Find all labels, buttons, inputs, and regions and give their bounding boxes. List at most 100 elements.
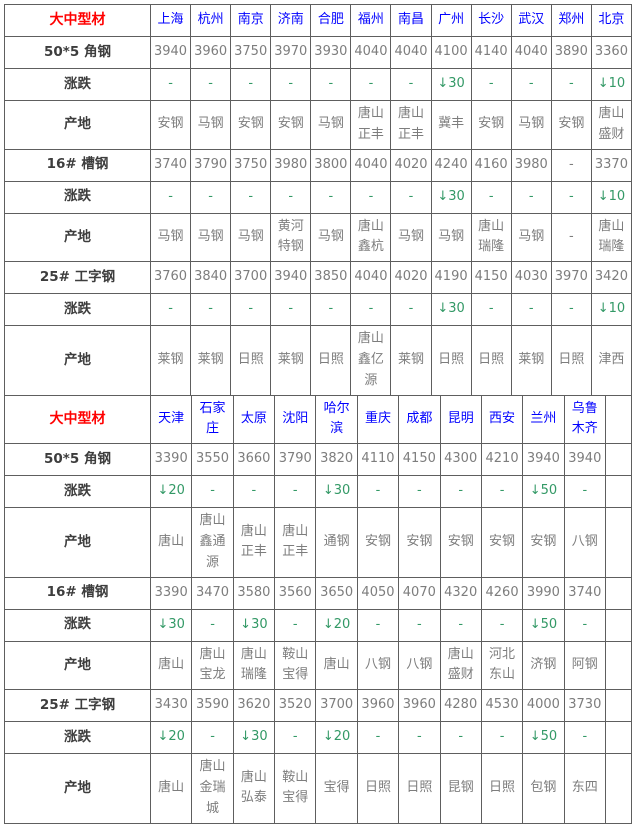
origin-cell: 马钢 (390, 212, 432, 263)
section-title: 大中型材 (4, 394, 151, 445)
city-header-cell: 郑州 (550, 4, 592, 37)
change-cell: ↓10 (590, 68, 633, 101)
change-cell: - (480, 608, 524, 642)
change-row: 涨跌 - - - - - - - ↓30- - - ↓10 (4, 68, 633, 101)
origin-cell: 鞍山宝得 (274, 753, 317, 824)
origin-cell: 安钢 (398, 507, 441, 578)
origin-cell (605, 507, 632, 578)
change-cell (605, 475, 632, 509)
price-cell: 3960 (356, 689, 400, 723)
change-cell: - (356, 475, 400, 509)
city-header-cell (605, 394, 632, 445)
row-label-cell: 50*5 角钢 (4, 443, 151, 477)
price-cell: 3620 (232, 689, 276, 723)
origin-cell: 宝得 (315, 753, 358, 824)
change-cell: ↓20 (149, 721, 193, 755)
price-cell: 4210 (480, 443, 524, 477)
change-cell: ↓50 (522, 608, 565, 642)
origin-row: 产地 唐山 唐山金瑞城 唐山弘泰 鞍山宝得 宝得 日照 日照 昆钢 日照 包钢 东四 (4, 753, 632, 824)
origin-cell: 东四 (563, 753, 607, 824)
price-cell: 3960 (398, 689, 441, 723)
origin-cell: 莱钢 (149, 325, 192, 396)
price-cell: 3800 (310, 148, 352, 182)
price-table-2-body: 大中型材 天津 石家庄 太原 沈阳 哈尔滨 重庆 成都 昆明 西安 兰州 乌鲁木齐 50*5 角钢 339… (4, 394, 632, 824)
city-header-cell: 杭州 (190, 4, 232, 37)
change-cell: ↓20 (315, 721, 358, 755)
origin-cell: 唐山 (149, 507, 193, 578)
city-header-cell: 福州 (350, 4, 392, 37)
city-header-cell: 南昌 (390, 4, 432, 37)
price-cell: 3740 (149, 148, 192, 182)
origin-cell: 河北东山 (480, 640, 524, 691)
change-cell: - (191, 608, 234, 642)
origin-cell: 唐山 (149, 753, 193, 824)
origin-cell: 八钢 (563, 507, 607, 578)
change-row: 涨跌 - - - - - - - ↓30- - - ↓10 (4, 180, 633, 214)
price-cell: 3960 (190, 36, 232, 69)
row-label-cell: 涨跌 (4, 180, 151, 214)
change-cell: - (270, 180, 312, 214)
origin-cell: 日照 (230, 325, 272, 396)
origin-cell: 马钢 (190, 212, 232, 263)
city-header-cell: 济南 (270, 4, 312, 37)
city-header-cell: 昆明 (439, 394, 482, 445)
origin-cell (605, 753, 632, 824)
city-header-cell: 成都 (398, 394, 441, 445)
change-cell: - (190, 180, 232, 214)
change-cell: - (398, 475, 441, 509)
price-cell: 3850 (310, 261, 352, 295)
origin-cell: 唐山瑞隆 (232, 640, 276, 691)
origin-cell: 安钢 (550, 100, 592, 150)
change-cell: ↓30 (430, 68, 472, 101)
change-cell: - (191, 475, 234, 509)
change-row: 涨跌 ↓20- ↓30- ↓20- - - - ↓50- (4, 721, 632, 755)
city-header-cell: 上海 (149, 4, 192, 37)
origin-cell: 马钢 (430, 212, 472, 263)
price-cell: 4040 (350, 148, 392, 182)
price-cell: 4150 (398, 443, 441, 477)
change-cell: - (274, 608, 317, 642)
row-label-cell: 产地 (4, 325, 151, 396)
change-cell: - (470, 180, 512, 214)
price-cell: 4300 (439, 443, 482, 477)
price-cell: 3970 (550, 261, 592, 295)
price-cell: 3790 (274, 443, 317, 477)
city-header-cell: 沈阳 (274, 394, 317, 445)
price-row: 50*5 角钢 3940 3960 3750 3970 3930 4040 4040 4100 4… (4, 36, 633, 69)
price-cell: 3760 (149, 261, 192, 295)
origin-cell: 莱钢 (510, 325, 552, 396)
origin-cell: 马钢 (510, 100, 552, 150)
origin-cell: 八钢 (356, 640, 400, 691)
row-label-cell: 涨跌 (4, 293, 151, 327)
change-cell: - (510, 68, 552, 101)
origin-cell: 马钢 (230, 212, 272, 263)
change-cell: ↓30 (315, 475, 358, 509)
change-cell: - (149, 68, 192, 101)
origin-row: 产地 马钢 马钢 马钢 黄河特钢 马钢 唐山鑫杭 马钢 马钢 唐山瑞隆 马钢 - 唐山瑞隆 (4, 212, 633, 263)
change-cell: ↓30 (430, 293, 472, 327)
change-cell: - (439, 475, 482, 509)
price-cell: 4050 (356, 576, 400, 610)
change-cell: - (439, 608, 482, 642)
origin-cell: 唐山金瑞城 (191, 753, 234, 824)
price-cell: 3930 (310, 36, 352, 69)
change-cell: - (270, 293, 312, 327)
origin-cell: 日照 (356, 753, 400, 824)
price-cell (605, 443, 632, 477)
change-cell: - (310, 180, 352, 214)
price-cell: 3940 (270, 261, 312, 295)
change-cell: ↓50 (522, 475, 565, 509)
change-cell: - (230, 180, 272, 214)
price-row: 25# 工字钢 3760 3840 3700 3940 3850 4040 4020 4190 4… (4, 261, 633, 295)
city-header-cell: 太原 (232, 394, 276, 445)
origin-cell: 日照 (430, 325, 472, 396)
price-cell: 4000 (522, 689, 565, 723)
city-header-cell: 重庆 (356, 394, 400, 445)
price-cell: 3970 (270, 36, 312, 69)
change-cell: ↓30 (232, 608, 276, 642)
origin-cell: 阿钢 (563, 640, 607, 691)
origin-cell: 冀丰 (430, 100, 472, 150)
change-cell: - (439, 721, 482, 755)
origin-cell: 唐山鑫亿源 (350, 325, 392, 396)
origin-cell: 唐山 (149, 640, 193, 691)
